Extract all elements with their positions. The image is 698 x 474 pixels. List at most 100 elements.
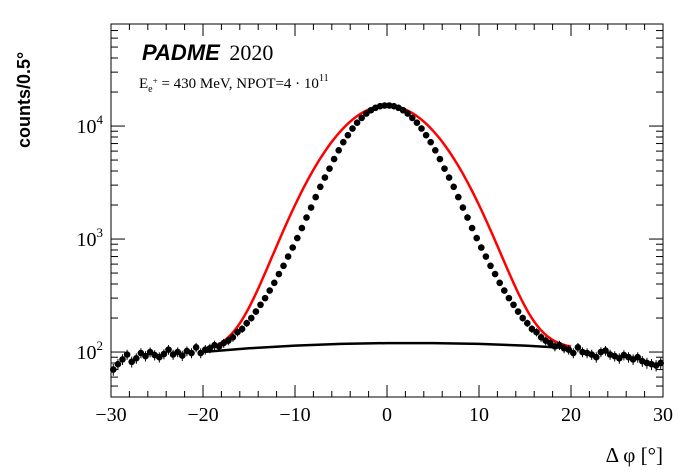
data-point bbox=[229, 334, 237, 341]
data-point bbox=[340, 138, 347, 146]
data-point bbox=[275, 270, 283, 278]
y-tick-label: 102 bbox=[77, 338, 104, 364]
chart-title-year: 2020 bbox=[229, 40, 273, 65]
data-point bbox=[427, 138, 435, 146]
data-point bbox=[505, 294, 513, 302]
chart-subtitle: Ee+ = 430 MeV, NPOT=4 · 1011 bbox=[139, 73, 329, 95]
data-point bbox=[123, 351, 131, 358]
data-point bbox=[312, 193, 320, 201]
data-point bbox=[252, 308, 260, 315]
data-point bbox=[570, 349, 577, 357]
data-point bbox=[528, 325, 536, 333]
data-point bbox=[432, 147, 439, 154]
data-point bbox=[133, 355, 140, 362]
data-point bbox=[294, 234, 301, 242]
data-point bbox=[160, 350, 168, 358]
data-point bbox=[317, 183, 324, 191]
data-point bbox=[243, 319, 250, 327]
data-point bbox=[321, 174, 329, 181]
x-tick-label: 20 bbox=[561, 404, 581, 426]
y-tick-label: 104 bbox=[77, 112, 104, 138]
data-point bbox=[409, 114, 416, 122]
x-tick-label: 30 bbox=[653, 404, 673, 426]
data-point bbox=[634, 353, 641, 361]
data-point bbox=[358, 114, 366, 122]
x-tick-label: −30 bbox=[95, 404, 126, 426]
data-point bbox=[179, 352, 186, 359]
data-point bbox=[473, 234, 481, 242]
x-tick-label: 10 bbox=[469, 404, 489, 426]
data-point bbox=[602, 347, 609, 354]
data-point bbox=[565, 346, 572, 353]
x-tick-label: 0 bbox=[382, 404, 392, 426]
data-point bbox=[616, 355, 623, 362]
data-point bbox=[188, 349, 195, 357]
data-point bbox=[510, 301, 517, 309]
data-point bbox=[450, 183, 458, 191]
data-point bbox=[225, 337, 232, 344]
data-point bbox=[289, 244, 297, 251]
data-point bbox=[422, 131, 430, 139]
subtitle-npot-exponent: 11 bbox=[319, 73, 329, 84]
data-point bbox=[330, 155, 338, 163]
data-point bbox=[353, 119, 361, 127]
y-tick-label: 103 bbox=[77, 225, 104, 251]
subtitle-e-symbol: E bbox=[139, 76, 148, 92]
data-point bbox=[261, 294, 269, 302]
data-point bbox=[271, 279, 278, 287]
data-point bbox=[574, 344, 582, 351]
chart-title-bold: PADME bbox=[142, 40, 221, 65]
data-point bbox=[284, 253, 292, 260]
data-point bbox=[142, 352, 149, 360]
data-point bbox=[119, 356, 126, 363]
data-point bbox=[165, 346, 172, 353]
x-axis-label: Δ φ [°] bbox=[606, 443, 663, 467]
x-tick-label: −20 bbox=[187, 404, 218, 426]
data-point bbox=[114, 360, 122, 368]
data-point bbox=[280, 262, 287, 270]
data-point bbox=[404, 110, 412, 117]
data-point bbox=[482, 253, 490, 260]
data-point bbox=[381, 102, 389, 109]
data-point bbox=[441, 165, 448, 172]
data-point bbox=[234, 328, 241, 336]
chart-title: PADME 2020 bbox=[142, 40, 273, 65]
data-point bbox=[303, 214, 310, 221]
x-tick-label: −10 bbox=[279, 404, 310, 426]
data-point bbox=[418, 125, 425, 132]
data-point bbox=[445, 174, 453, 181]
data-point bbox=[468, 224, 476, 232]
background-fit-line bbox=[202, 341, 572, 354]
data-point bbox=[524, 319, 531, 327]
data-point bbox=[344, 131, 352, 139]
subtitle-e-superscript: + bbox=[153, 76, 158, 86]
data-point bbox=[326, 165, 333, 172]
data-point bbox=[501, 287, 508, 294]
subtitle-energy-text: = 430 MeV, NPOT=4 · 10 bbox=[158, 76, 319, 92]
data-point bbox=[349, 125, 356, 132]
data-point bbox=[491, 270, 499, 278]
data-point bbox=[593, 353, 600, 361]
data-point bbox=[248, 314, 255, 322]
data-point bbox=[514, 308, 522, 315]
data-point bbox=[519, 314, 526, 322]
data-point bbox=[533, 328, 540, 336]
data-point bbox=[459, 204, 467, 211]
x-axis-label-text: Δ φ [°] bbox=[606, 443, 663, 467]
data-point bbox=[487, 262, 494, 270]
data-point bbox=[363, 110, 370, 117]
data-point bbox=[335, 147, 343, 154]
data-point bbox=[436, 155, 444, 163]
data-point bbox=[399, 106, 407, 114]
data-point bbox=[257, 301, 264, 309]
data-point bbox=[197, 349, 204, 357]
subtitle-e-subscript: e bbox=[148, 84, 153, 95]
data-point bbox=[537, 334, 545, 341]
data-point bbox=[238, 325, 246, 333]
data-point bbox=[413, 119, 421, 127]
data-point bbox=[174, 348, 181, 356]
data-point bbox=[298, 224, 306, 232]
axis-ticks bbox=[110, 23, 664, 398]
